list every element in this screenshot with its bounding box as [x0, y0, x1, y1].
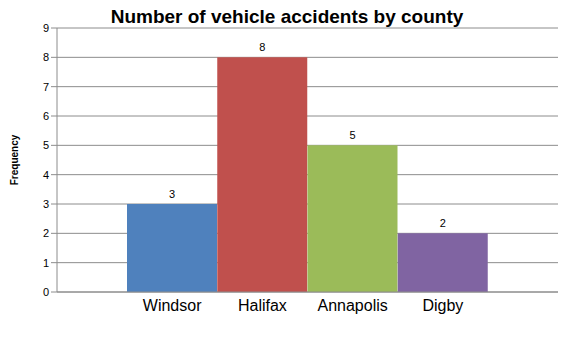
svg-text:Annapolis: Annapolis [317, 297, 387, 314]
svg-text:3: 3 [169, 188, 175, 200]
svg-text:0: 0 [43, 286, 49, 298]
svg-text:3: 3 [43, 198, 49, 210]
svg-text:7: 7 [43, 81, 49, 93]
svg-text:8: 8 [259, 41, 265, 53]
svg-text:1: 1 [43, 257, 49, 269]
svg-text:5: 5 [349, 129, 355, 141]
svg-text:Digby: Digby [422, 297, 463, 314]
html-text:Number of vehicle accidents by: Number of vehicle accidents by county [110, 6, 464, 27]
svg-text:2: 2 [440, 217, 446, 229]
svg-text:9: 9 [43, 22, 49, 34]
svg-text:Halifax: Halifax [238, 297, 287, 314]
svg-text:6: 6 [43, 110, 49, 122]
svg-text:Windsor: Windsor [143, 297, 202, 314]
svg-text:8: 8 [43, 51, 49, 63]
svg-text:Frequency: Frequency [9, 134, 20, 185]
svg-text:4: 4 [43, 169, 49, 181]
svg-text:5: 5 [43, 139, 49, 151]
svg-text:2: 2 [43, 227, 49, 239]
